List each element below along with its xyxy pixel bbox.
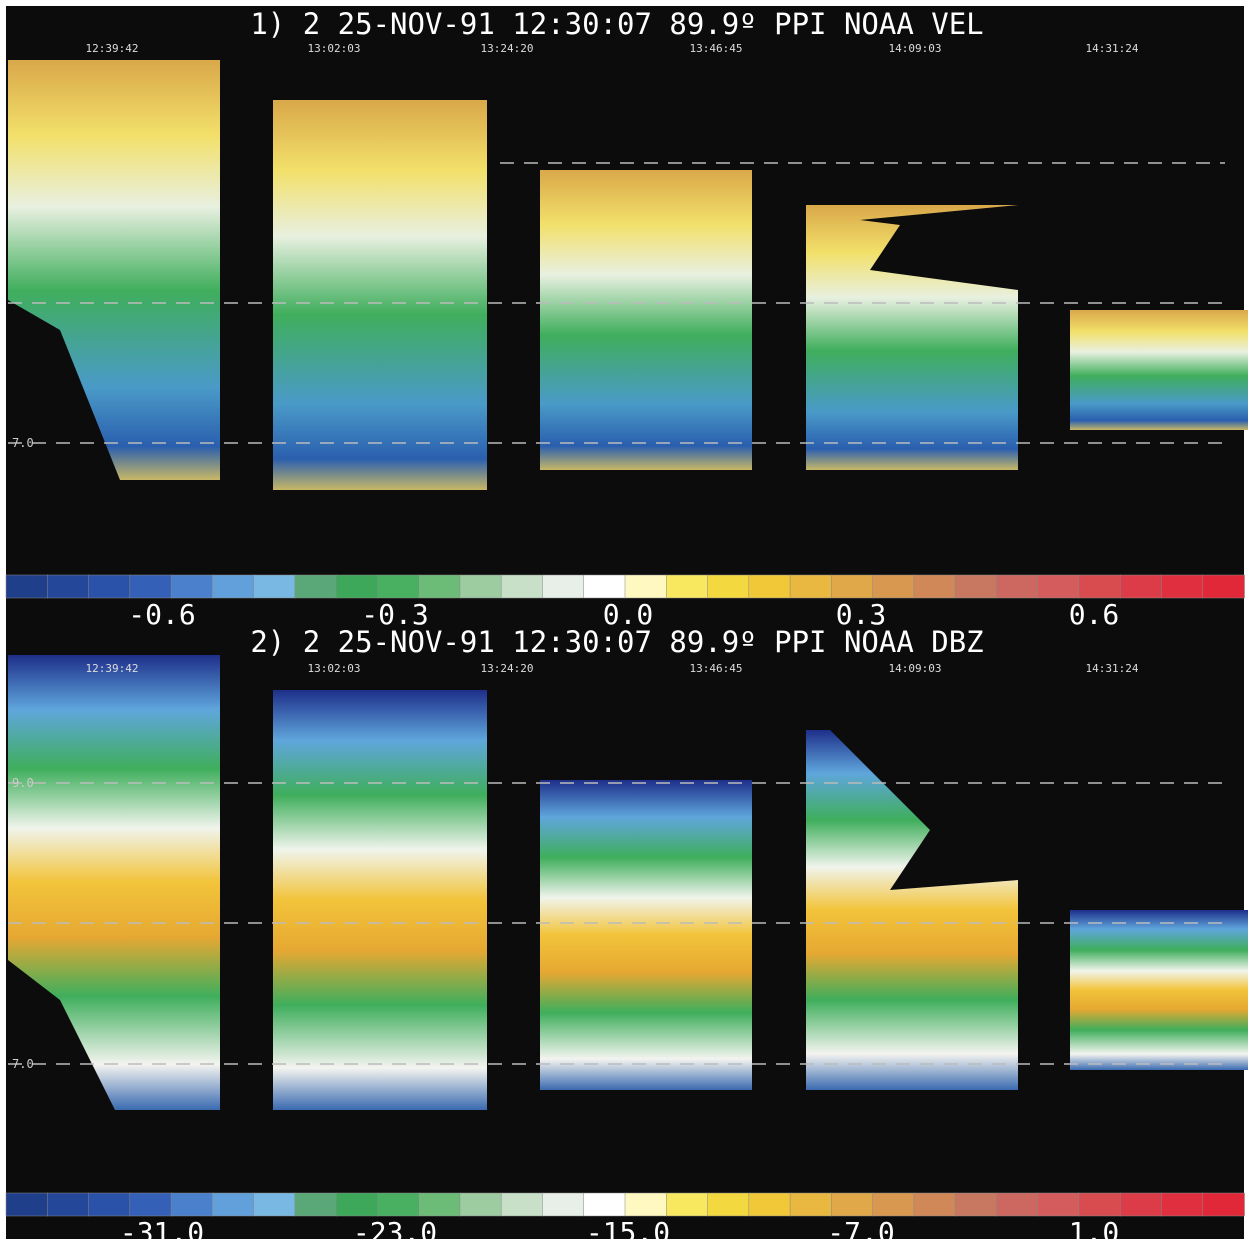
height-label: 7.0 <box>12 1057 34 1071</box>
colorbar-segment <box>831 575 873 598</box>
colorbar-label: 0.6 <box>1069 598 1120 631</box>
colorbar-segment <box>831 1193 873 1216</box>
colorbar-segment <box>171 1193 213 1216</box>
colorbar-segment <box>1038 1193 1080 1216</box>
colorbar-segment <box>212 1193 254 1216</box>
colorbar-segment <box>749 1193 791 1216</box>
colorbar <box>6 1193 1245 1216</box>
colorbar-segment <box>708 575 750 598</box>
colorbar-segment <box>996 575 1038 598</box>
colorbar-label: -0.3 <box>361 598 428 631</box>
colorbar-segment <box>666 1193 708 1216</box>
colorbar-segment <box>377 1193 419 1216</box>
time-label: 14:09:03 <box>889 662 942 675</box>
colorbar-segment <box>1038 575 1080 598</box>
colorbar-label: -0.6 <box>128 598 195 631</box>
colorbar-segment <box>460 1193 502 1216</box>
colorbar-label: -31.0 <box>120 1216 204 1245</box>
scan-block <box>273 100 487 490</box>
colorbar-segment <box>1203 1193 1245 1216</box>
colorbar-segment <box>708 1193 750 1216</box>
height-label: 9.0 <box>12 776 34 790</box>
time-label: 13:46:45 <box>690 42 743 55</box>
colorbar-segment <box>47 1193 89 1216</box>
colorbar-segment <box>955 1193 997 1216</box>
colorbar-segment <box>790 1193 832 1216</box>
colorbar-label: -15.0 <box>586 1216 670 1245</box>
height-label: 7.0 <box>12 436 34 450</box>
colorbar-segment <box>1120 575 1162 598</box>
colorbar-segment <box>254 575 296 598</box>
colorbar-segment <box>873 575 915 598</box>
colorbar-segment <box>873 1193 915 1216</box>
colorbar-label: -7.0 <box>827 1216 894 1245</box>
scan-block <box>1070 310 1248 430</box>
colorbar-segment <box>295 1193 337 1216</box>
colorbar-segment <box>996 1193 1038 1216</box>
colorbar-segment <box>914 1193 956 1216</box>
colorbar-segment <box>542 1193 584 1216</box>
colorbar-segment <box>1161 1193 1203 1216</box>
colorbar <box>6 575 1245 598</box>
colorbar-segment <box>130 1193 172 1216</box>
colorbar-segment <box>749 575 791 598</box>
colorbar-segment <box>377 575 419 598</box>
colorbar-segment <box>89 575 131 598</box>
scan-block <box>273 690 487 1110</box>
time-label: 12:39:42 <box>86 662 139 675</box>
colorbar-label: 0.0 <box>603 598 654 631</box>
time-label: 13:02:03 <box>308 42 361 55</box>
colorbar-label: -23.0 <box>353 1216 437 1245</box>
colorbar-segment <box>1120 1193 1162 1216</box>
colorbar-segment <box>254 1193 296 1216</box>
colorbar-segment <box>212 575 254 598</box>
time-label: 14:09:03 <box>889 42 942 55</box>
colorbar-label: 0.3 <box>836 598 887 631</box>
colorbar-segment <box>501 575 543 598</box>
colorbar-segment <box>1161 575 1203 598</box>
time-label: 12:39:42 <box>86 42 139 55</box>
colorbar-segment <box>171 575 213 598</box>
time-label: 13:46:45 <box>690 662 743 675</box>
time-label: 14:31:24 <box>1086 662 1139 675</box>
colorbar-segment <box>955 575 997 598</box>
colorbar-segment <box>47 575 89 598</box>
colorbar-segment <box>790 575 832 598</box>
colorbar-segment <box>295 575 337 598</box>
colorbar-label: 1.0 <box>1069 1216 1120 1245</box>
colorbar-segment <box>130 575 172 598</box>
colorbar-segment <box>89 1193 131 1216</box>
colorbar-segment <box>6 1193 48 1216</box>
scan-block <box>540 780 752 1090</box>
colorbar-segment <box>460 575 502 598</box>
colorbar-segment <box>6 575 48 598</box>
colorbar-segment <box>1203 575 1245 598</box>
colorbar-segment <box>419 1193 461 1216</box>
colorbar-segment <box>914 575 956 598</box>
colorbar-segment <box>625 575 667 598</box>
colorbar-segment <box>542 575 584 598</box>
time-label: 13:02:03 <box>308 662 361 675</box>
colorbar-segment <box>666 575 708 598</box>
scan-block <box>540 170 752 470</box>
scan-block <box>1070 910 1248 1070</box>
colorbar-segment <box>501 1193 543 1216</box>
colorbar-segment <box>1079 575 1121 598</box>
colorbar-segment <box>625 1193 667 1216</box>
colorbar-segment <box>1079 1193 1121 1216</box>
radar-display: 1) 2 25-NOV-91 12:30:07 89.9º PPI NOAA V… <box>0 0 1250 1245</box>
colorbar-segment <box>419 575 461 598</box>
colorbar-segment <box>584 575 626 598</box>
time-label: 13:24:20 <box>481 42 534 55</box>
time-label: 13:24:20 <box>481 662 534 675</box>
time-label: 14:31:24 <box>1086 42 1139 55</box>
colorbar-segment <box>336 1193 378 1216</box>
colorbar-segment <box>584 1193 626 1216</box>
panel-title: 1) 2 25-NOV-91 12:30:07 89.9º PPI NOAA V… <box>250 7 983 41</box>
colorbar-segment <box>336 575 378 598</box>
